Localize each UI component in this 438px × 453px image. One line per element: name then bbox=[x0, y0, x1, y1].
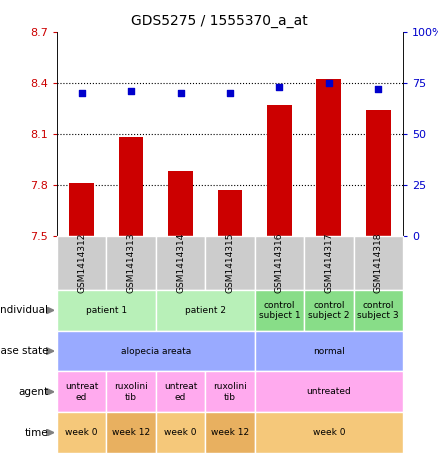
Bar bbox=[119, 137, 144, 236]
Text: untreated: untreated bbox=[307, 387, 351, 396]
Bar bbox=[366, 110, 391, 236]
Bar bbox=[168, 171, 193, 236]
Text: week 12: week 12 bbox=[112, 428, 150, 437]
Text: patient 2: patient 2 bbox=[185, 306, 226, 315]
Point bbox=[325, 79, 332, 86]
Text: agent: agent bbox=[18, 387, 48, 397]
Text: GSM1414313: GSM1414313 bbox=[127, 232, 136, 293]
Text: week 0: week 0 bbox=[313, 428, 345, 437]
Text: untreat
ed: untreat ed bbox=[164, 382, 197, 401]
Text: control
subject 3: control subject 3 bbox=[357, 301, 399, 320]
Polygon shape bbox=[46, 388, 54, 395]
Text: ruxolini
tib: ruxolini tib bbox=[213, 382, 247, 401]
Polygon shape bbox=[46, 307, 54, 314]
Point bbox=[177, 89, 184, 96]
Bar bbox=[218, 190, 242, 236]
Text: control
subject 2: control subject 2 bbox=[308, 301, 350, 320]
Bar bbox=[267, 105, 292, 236]
Text: individual: individual bbox=[0, 305, 48, 315]
Text: GSM1414316: GSM1414316 bbox=[275, 232, 284, 293]
Polygon shape bbox=[46, 429, 54, 436]
Point bbox=[127, 87, 134, 95]
Text: GSM1414317: GSM1414317 bbox=[324, 232, 333, 293]
Text: alopecia areata: alopecia areata bbox=[121, 347, 191, 356]
Point bbox=[78, 89, 85, 96]
Text: week 0: week 0 bbox=[164, 428, 197, 437]
Bar bbox=[316, 79, 341, 236]
Text: normal: normal bbox=[313, 347, 345, 356]
Text: week 12: week 12 bbox=[211, 428, 249, 437]
Point bbox=[375, 85, 382, 92]
Text: GDS5275 / 1555370_a_at: GDS5275 / 1555370_a_at bbox=[131, 14, 307, 28]
Text: time: time bbox=[25, 428, 48, 438]
Text: untreat
ed: untreat ed bbox=[65, 382, 99, 401]
Polygon shape bbox=[46, 347, 54, 355]
Text: disease state: disease state bbox=[0, 346, 48, 356]
Text: week 0: week 0 bbox=[65, 428, 98, 437]
Point bbox=[276, 83, 283, 91]
Text: GSM1414318: GSM1414318 bbox=[374, 232, 383, 293]
Text: control
subject 1: control subject 1 bbox=[258, 301, 300, 320]
Text: patient 1: patient 1 bbox=[86, 306, 127, 315]
Point bbox=[226, 89, 233, 96]
Text: GSM1414315: GSM1414315 bbox=[226, 232, 234, 293]
Bar bbox=[69, 183, 94, 236]
Text: ruxolini
tib: ruxolini tib bbox=[114, 382, 148, 401]
Text: GSM1414314: GSM1414314 bbox=[176, 232, 185, 293]
Text: GSM1414312: GSM1414312 bbox=[77, 232, 86, 293]
